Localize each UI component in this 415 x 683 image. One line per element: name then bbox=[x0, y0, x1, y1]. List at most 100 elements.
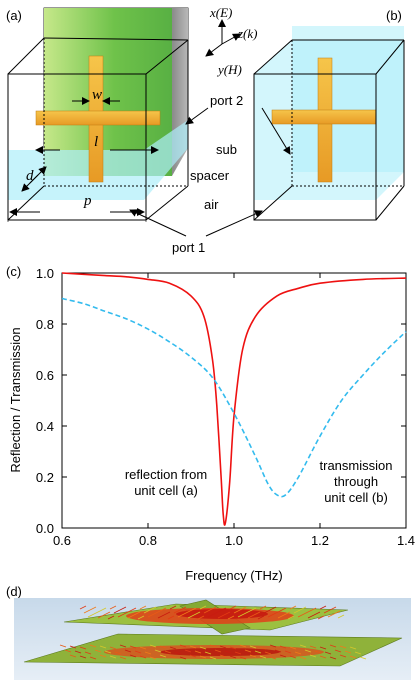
field-arrow bbox=[209, 656, 217, 660]
field-arrow bbox=[264, 651, 272, 655]
port-1-label: port 1 bbox=[172, 240, 205, 255]
field-arrow bbox=[354, 651, 362, 655]
field-arrow bbox=[184, 649, 192, 653]
field-arrow bbox=[249, 645, 257, 649]
field-arrow bbox=[99, 654, 107, 658]
field-arrow bbox=[327, 613, 335, 618]
panel-b-label: (b) bbox=[386, 8, 402, 23]
field-arrow bbox=[289, 605, 297, 610]
y-tick-label: 0.2 bbox=[36, 470, 54, 485]
field-arrow bbox=[299, 656, 307, 660]
field-arrow bbox=[167, 615, 175, 620]
field-arrow bbox=[84, 651, 92, 655]
field-arrow bbox=[274, 649, 282, 653]
field-arrow bbox=[157, 614, 165, 619]
field-arrow bbox=[109, 605, 117, 610]
field-arrow bbox=[144, 651, 152, 655]
field-arrow bbox=[129, 654, 137, 658]
annotation-transmission: transmission through unit cell (b) bbox=[320, 458, 393, 505]
field-arrow bbox=[199, 655, 207, 659]
x-tick-label: 0.8 bbox=[139, 533, 157, 548]
field-arrow bbox=[109, 646, 117, 650]
axes-triad bbox=[205, 19, 241, 57]
field-arrow bbox=[153, 610, 161, 615]
field-arrow bbox=[339, 645, 347, 649]
annotation-transmission-line: unit cell (b) bbox=[324, 490, 388, 505]
field-arrow bbox=[107, 615, 115, 620]
field-arrow bbox=[237, 613, 245, 618]
cross-horizontal bbox=[35, 110, 161, 126]
spacer-label: spacer bbox=[190, 168, 230, 183]
field-arrow bbox=[203, 609, 211, 614]
field-arrow bbox=[143, 609, 151, 614]
field-arrow bbox=[134, 650, 142, 654]
field-arrow bbox=[287, 615, 295, 620]
field-arrow bbox=[79, 646, 87, 650]
field-arrow bbox=[283, 611, 291, 616]
field-arrow bbox=[239, 606, 247, 611]
field-arrow bbox=[259, 646, 267, 650]
field-arrow bbox=[319, 655, 327, 659]
field-visualization bbox=[14, 598, 411, 680]
dim-d: d bbox=[26, 168, 34, 184]
field-arrow bbox=[304, 649, 312, 653]
y-tick-label: 1.0 bbox=[36, 266, 54, 281]
field-arrow bbox=[337, 614, 345, 619]
field-arrow bbox=[293, 609, 301, 614]
field-arrow bbox=[64, 649, 72, 653]
field-arrow bbox=[174, 651, 182, 655]
field-arrow bbox=[339, 654, 347, 658]
field-arrow bbox=[209, 644, 217, 648]
field-arrow bbox=[169, 605, 177, 610]
field-arrow bbox=[289, 646, 297, 650]
field-arrow bbox=[99, 607, 107, 612]
port-2-label: port 2 bbox=[210, 93, 243, 108]
field-arrow bbox=[159, 645, 167, 649]
field-arrow bbox=[139, 646, 147, 650]
y-tick-label: 0.0 bbox=[36, 521, 54, 536]
field-arrow bbox=[229, 655, 237, 659]
air-label: air bbox=[204, 197, 219, 212]
field-arrow bbox=[109, 655, 117, 659]
field-arrow bbox=[249, 607, 257, 612]
y-tick-label: 0.6 bbox=[36, 368, 54, 383]
field-arrow bbox=[119, 644, 127, 648]
field-arrow bbox=[117, 613, 125, 618]
axis-z-label: z(k) bbox=[237, 26, 258, 41]
unit-cell-a bbox=[7, 7, 189, 222]
field-arrow bbox=[259, 655, 267, 659]
field-arrow bbox=[233, 609, 241, 614]
unit-cell-b bbox=[253, 26, 405, 221]
field-arrow bbox=[69, 654, 77, 658]
field-arrow bbox=[234, 651, 242, 655]
field-arrow bbox=[279, 645, 287, 649]
field-arrow bbox=[197, 615, 205, 620]
field-arrow bbox=[104, 650, 112, 654]
field-arrow bbox=[239, 656, 247, 660]
field-arrow bbox=[243, 610, 251, 615]
field-arrow bbox=[177, 613, 185, 618]
field-arrow bbox=[333, 610, 341, 615]
field-arrow bbox=[127, 614, 135, 619]
field-arrow bbox=[319, 605, 327, 610]
field-arrow bbox=[169, 655, 177, 659]
field-arrow bbox=[223, 611, 231, 616]
field-arrow bbox=[219, 645, 227, 649]
field-arrow bbox=[159, 654, 167, 658]
field-arrow bbox=[124, 649, 132, 653]
field-arrow bbox=[94, 649, 102, 653]
x-tick-label: 1.4 bbox=[397, 533, 415, 548]
field-arrow bbox=[97, 614, 105, 619]
field-arrow bbox=[114, 651, 122, 655]
y-tick-label: 0.8 bbox=[36, 317, 54, 332]
field-arrow bbox=[219, 654, 227, 658]
field-arrow bbox=[277, 614, 285, 619]
field-arrow bbox=[263, 609, 271, 614]
field-arrow bbox=[309, 654, 317, 658]
field-arrow bbox=[239, 644, 247, 648]
field-arrow bbox=[93, 610, 101, 615]
panel-c-label: (c) bbox=[6, 264, 21, 279]
field-arrow bbox=[309, 645, 317, 649]
field-arrow bbox=[139, 655, 147, 659]
field-arrow bbox=[219, 607, 227, 612]
